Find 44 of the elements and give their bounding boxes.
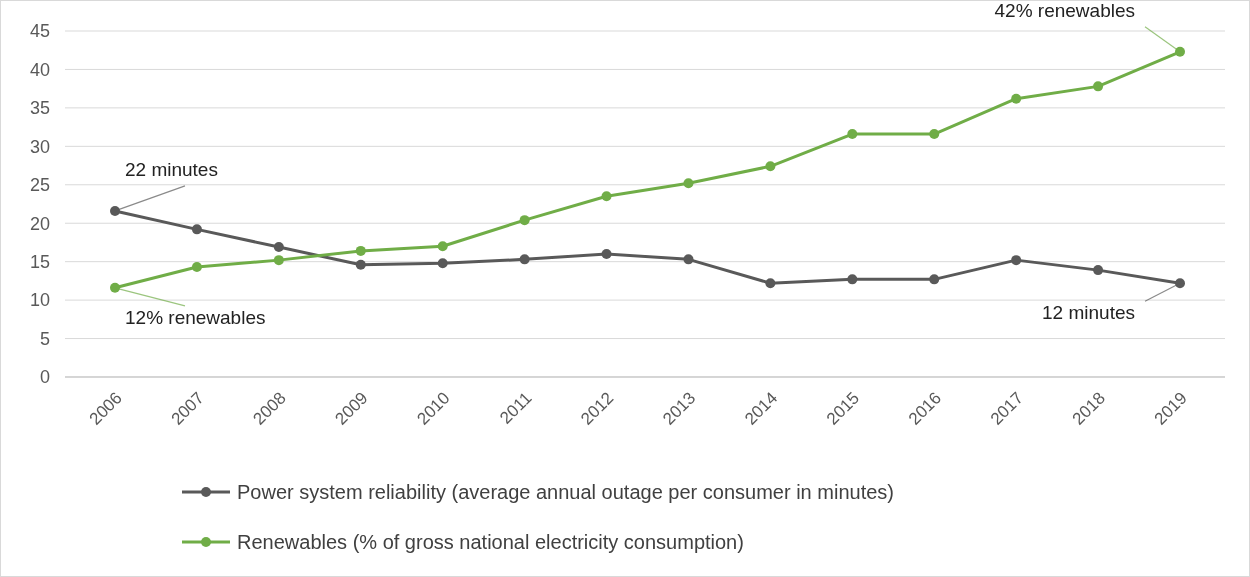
point bbox=[1011, 93, 1022, 104]
point bbox=[847, 274, 858, 285]
point bbox=[765, 161, 776, 172]
annotation: 22 minutes bbox=[125, 158, 218, 180]
y-tick-label: 20 bbox=[29, 213, 50, 234]
y-tick-label: 10 bbox=[29, 290, 50, 311]
annotation: 12 minutes bbox=[1042, 302, 1135, 324]
point bbox=[1093, 265, 1104, 276]
point bbox=[601, 191, 612, 202]
point bbox=[519, 254, 530, 265]
y-tick-label: 40 bbox=[29, 59, 50, 80]
point bbox=[355, 245, 366, 256]
point bbox=[1175, 46, 1185, 57]
point bbox=[437, 258, 448, 269]
legend-label: Renewables (% of gross national electricity consumption) bbox=[237, 531, 744, 553]
y-tick-label: 45 bbox=[29, 21, 50, 42]
point bbox=[110, 282, 120, 293]
point bbox=[1011, 255, 1022, 266]
point bbox=[273, 242, 284, 253]
annotation: 12% renewables bbox=[125, 306, 266, 328]
point bbox=[765, 278, 776, 289]
y-tick-label: 35 bbox=[29, 98, 50, 119]
y-tick-label: 15 bbox=[29, 251, 50, 272]
y-tick-label: 25 bbox=[29, 175, 50, 196]
point bbox=[683, 254, 694, 265]
y-tick-label: 5 bbox=[39, 328, 50, 349]
legend-label: Power system reliability (average annual outage per consumer in minutes) bbox=[237, 481, 894, 503]
point bbox=[683, 178, 694, 189]
y-tick-label: 30 bbox=[29, 136, 50, 157]
point bbox=[437, 241, 448, 252]
point bbox=[191, 262, 202, 273]
annotation: 42% renewables bbox=[994, 0, 1135, 21]
point bbox=[929, 129, 940, 140]
point bbox=[519, 215, 530, 226]
point bbox=[355, 259, 366, 270]
point bbox=[1175, 278, 1185, 289]
y-tick-label: 0 bbox=[39, 367, 50, 388]
point bbox=[1093, 81, 1104, 92]
point bbox=[847, 129, 858, 140]
point bbox=[191, 224, 202, 235]
point bbox=[110, 205, 120, 216]
point bbox=[601, 248, 612, 259]
point bbox=[929, 274, 940, 285]
point bbox=[273, 255, 284, 266]
